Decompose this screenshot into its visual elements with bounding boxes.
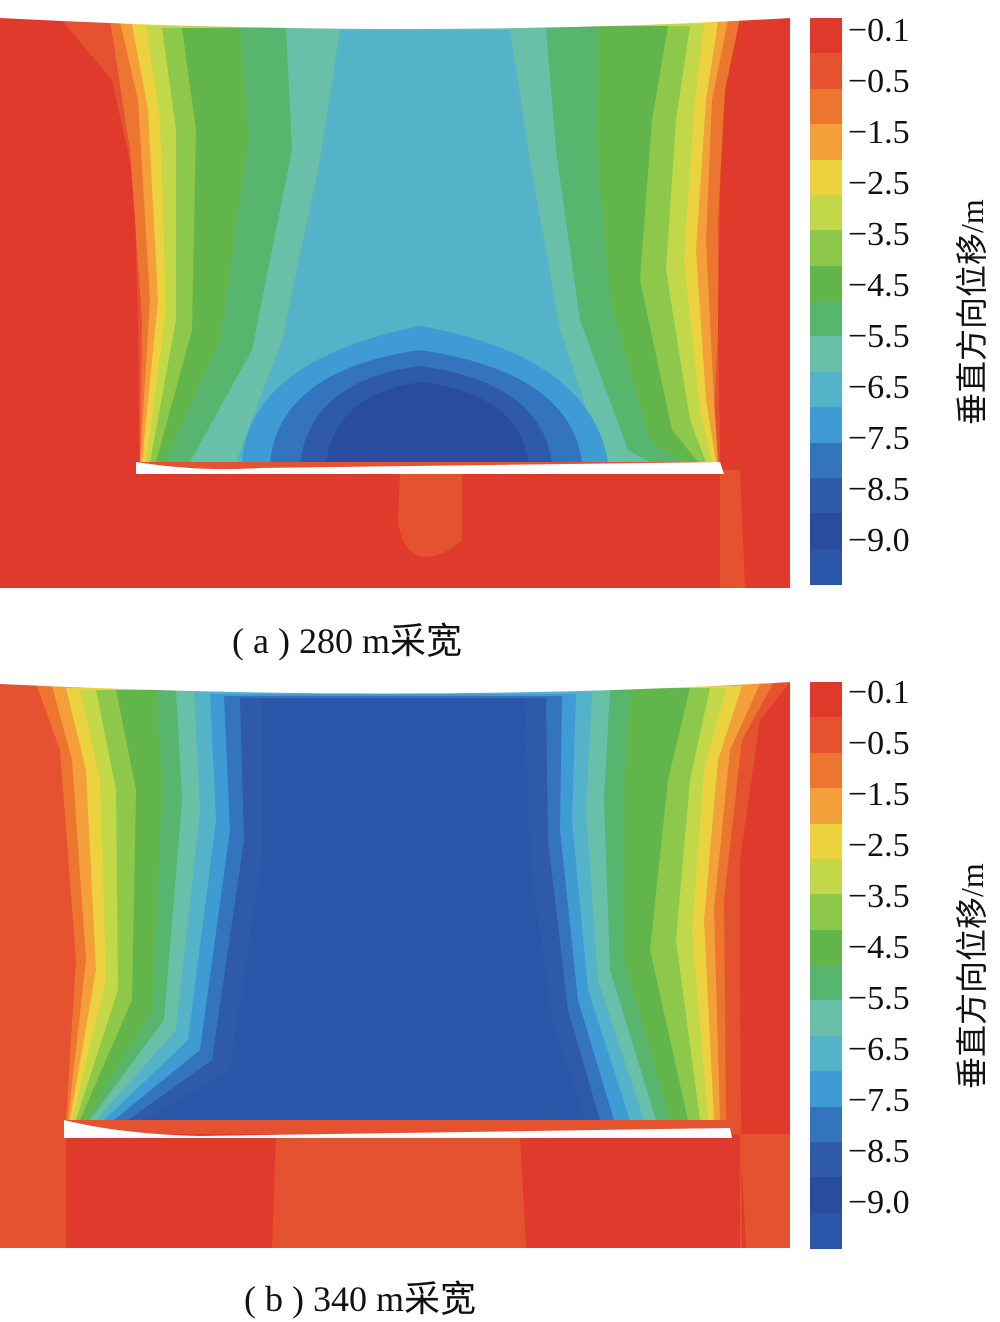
colorbar-segment — [810, 1000, 842, 1037]
colorbar-tick-label: −8.5 — [848, 1133, 910, 1170]
colorbar-tick-label: −5.5 — [848, 980, 910, 1017]
colorbar-segment — [810, 513, 842, 550]
floor-band — [272, 1134, 526, 1248]
colorbar-tick-label: −7.5 — [848, 1082, 910, 1119]
colorbar-tick-label: −0.5 — [848, 725, 910, 762]
colorbar-segment — [810, 159, 842, 196]
contour-plot-a — [0, 0, 790, 588]
colorbar-segment — [810, 301, 842, 337]
colorbar-segment — [810, 442, 842, 479]
colorbar-tick-label: −0.5 — [848, 63, 910, 100]
colorbar-tick-label: −4.5 — [848, 929, 910, 966]
colorbar-tick-label: −8.5 — [848, 471, 910, 508]
floor-band — [398, 470, 462, 557]
goaf-gap — [136, 462, 724, 474]
colorbar-tick-label: −0.1 — [848, 12, 910, 49]
colorbar-segment — [810, 88, 842, 125]
colorbar-tick-label: −6.5 — [848, 369, 910, 406]
floor-band — [0, 1134, 66, 1248]
colorbar-segment — [810, 929, 842, 966]
colorbar-tick-label: −2.5 — [848, 827, 910, 864]
colorbar-segment — [810, 858, 842, 895]
colorbar-a — [810, 18, 842, 585]
colorbar-b — [810, 682, 842, 1249]
colorbar-segment — [810, 682, 842, 718]
colorbar-segment — [810, 477, 842, 514]
colorbar-tick-label: −9.0 — [848, 522, 910, 559]
caption-a: ( a ) 280 m采宽 — [232, 621, 462, 661]
colorbar-segment — [810, 788, 842, 825]
colorbar-segment — [810, 194, 842, 231]
colorbar-segment — [810, 1071, 842, 1108]
contour-band — [146, 698, 586, 1120]
colorbar-title-a: 垂直方向位移/m — [954, 199, 990, 425]
colorbar-tick-label: −5.5 — [848, 318, 910, 355]
colorbar-segment — [810, 1035, 842, 1072]
colorbar-segment — [810, 124, 842, 161]
colorbar-segment — [810, 1106, 842, 1143]
panel-b: −0.1 −0.5 −1.5 −2.5 −3.5 −4.5 −5.5 −6.5 −7.5 −8.5… — [0, 660, 1000, 1319]
colorbar-tick-label: −4.5 — [848, 267, 910, 304]
colorbar-segment — [810, 548, 842, 585]
caption-b: ( b ) 340 m采宽 — [244, 1279, 476, 1319]
colorbar-segment — [810, 407, 842, 444]
colorbar-tick-label: −2.5 — [848, 165, 910, 202]
colorbar-segment — [810, 823, 842, 860]
colorbar-segment — [810, 965, 842, 1001]
colorbar-segment — [810, 265, 842, 302]
colorbar-segment — [810, 717, 842, 754]
colorbar-segment — [810, 230, 842, 267]
contour-band — [326, 382, 528, 462]
colorbar-segment — [810, 1177, 842, 1214]
colorbar-tick-label: −9.0 — [848, 1184, 910, 1221]
panel-a: −0.1 −0.5 −1.5 −2.5 −3.5 −4.5 −5.5 −6.5 −7.5 −8.5… — [0, 0, 1000, 661]
colorbar-segment — [810, 1212, 842, 1249]
colorbar-segment — [810, 336, 842, 373]
contour-plot-b — [0, 660, 790, 1248]
colorbar-tick-label: −0.1 — [848, 674, 910, 711]
colorbar-segment — [810, 894, 842, 931]
floor-band — [720, 470, 745, 588]
colorbar-title-b: 垂直方向位移/m — [954, 863, 990, 1089]
colorbar-tick-label: −6.5 — [848, 1031, 910, 1068]
colorbar-segment — [810, 18, 842, 54]
colorbar-tick-label: −1.5 — [848, 114, 910, 151]
colorbar-tick-label: −3.5 — [848, 216, 910, 253]
colorbar-tick-label: −3.5 — [848, 878, 910, 915]
colorbar-segment — [810, 371, 842, 408]
colorbar-segment — [810, 752, 842, 789]
colorbar-segment — [810, 1141, 842, 1178]
colorbar-segment — [810, 53, 842, 90]
goaf-gap — [64, 1120, 732, 1138]
surface-white — [0, 0, 790, 29]
colorbar-tick-label: −1.5 — [848, 776, 910, 813]
floor-band — [740, 1134, 790, 1248]
colorbar-tick-label: −7.5 — [848, 420, 910, 457]
surface-white — [0, 660, 790, 694]
